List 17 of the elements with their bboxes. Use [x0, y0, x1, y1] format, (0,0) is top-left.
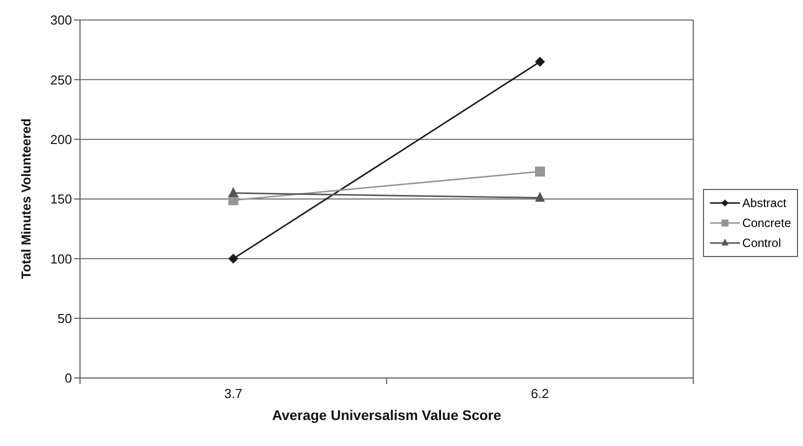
y-axis-title: Total Minutes Volunteered [18, 118, 34, 279]
x-tick-label: 3.7 [224, 386, 242, 401]
x-axis-title: Average Universalism Value Score [272, 407, 502, 423]
y-tick-label: 50 [58, 310, 72, 326]
y-tick-label: 300 [50, 12, 72, 28]
x-tick-label: 6.2 [530, 386, 550, 401]
legend-label: Concrete [742, 216, 791, 230]
legend-label: Abstract [742, 196, 786, 210]
legend-label: Control [742, 236, 781, 250]
y-tick-label: 100 [50, 251, 72, 266]
point [534, 166, 545, 177]
y-tick-label: 150 [50, 192, 72, 207]
y-tick-label: 200 [50, 132, 72, 147]
point [228, 254, 238, 264]
point [534, 56, 545, 67]
y-tick-label: 0 [64, 370, 72, 386]
y-tick-label: 250 [50, 72, 72, 88]
